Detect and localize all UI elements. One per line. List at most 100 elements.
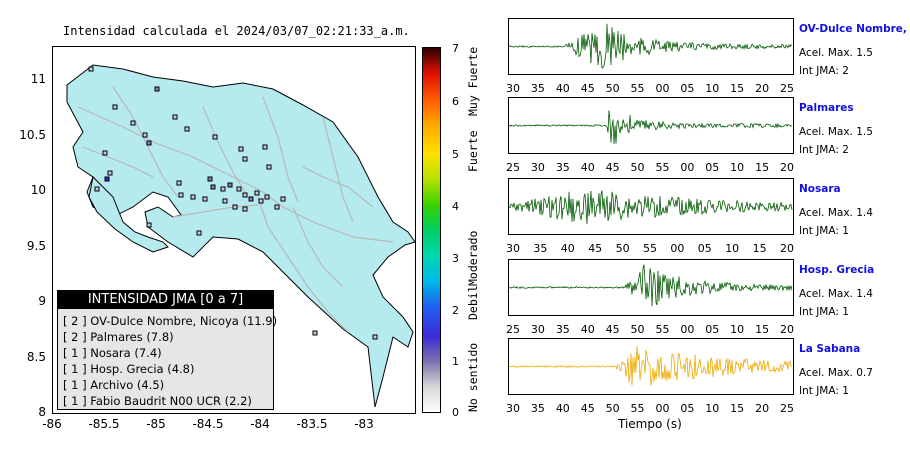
colorbar-tick: 7: [452, 42, 459, 55]
colorbar-tick: 4: [452, 200, 459, 213]
waveform-panel[interactable]: [508, 338, 794, 395]
time-tick: 35: [555, 323, 570, 336]
colorbar-tick: 3: [452, 252, 459, 265]
time-tick: 35: [530, 402, 545, 415]
jma-intensity: Int JMA: 1: [799, 385, 849, 397]
time-tick: 40: [555, 82, 570, 95]
legend-item: [ 1 ] Fabio Baudrit N00 UCR (2.2): [63, 394, 252, 408]
time-tick: 00: [680, 323, 695, 336]
time-tick: 55: [630, 402, 645, 415]
time-tick: 05: [680, 82, 695, 95]
time-tick: 15: [730, 82, 745, 95]
waveform-panel[interactable]: [508, 18, 794, 75]
time-tick: 25: [780, 82, 794, 95]
y-tick: 10: [30, 183, 46, 197]
time-tick: 25: [506, 323, 520, 336]
y-tick: 8: [38, 405, 46, 419]
time-tick: 45: [580, 82, 595, 95]
station-name: Nosara: [799, 183, 841, 195]
time-tick: 05: [705, 161, 720, 174]
legend-item: [ 1 ] Nosara (7.4): [63, 346, 162, 360]
waveform-signal: [509, 346, 792, 386]
time-tick: 30: [506, 242, 520, 255]
waveform-signal: [509, 264, 793, 307]
waveform-trace: [509, 264, 793, 307]
waveform-signal: [509, 23, 793, 69]
time-tick: 15: [755, 161, 770, 174]
time-tick: 00: [670, 242, 685, 255]
waveform-trace: [509, 110, 793, 145]
time-tick: 50: [615, 242, 630, 255]
colorbar-category: Muy Fuerte: [466, 46, 480, 116]
time-tick: 45: [605, 161, 620, 174]
time-tick: 20: [780, 242, 794, 255]
max-acceleration: Acel. Max. 1.4: [799, 288, 873, 300]
waveform-panel[interactable]: [508, 97, 794, 154]
time-tick: 30: [530, 161, 545, 174]
x-tick: -84: [250, 417, 270, 431]
waveform-trace: [509, 346, 792, 386]
y-tick: 11: [30, 72, 46, 86]
legend-title: INTENSIDAD JMA [0 a 7]: [58, 291, 273, 309]
nicoya-peninsula: [88, 175, 169, 253]
station-markers: [88, 66, 378, 340]
time-tick: 10: [705, 402, 720, 415]
time-tick: 45: [605, 323, 620, 336]
time-tick: 05: [680, 402, 695, 415]
time-tick: 00: [655, 82, 670, 95]
time-tick: 05: [705, 323, 720, 336]
y-tick: 10.5: [19, 128, 46, 142]
time-tick: 35: [533, 242, 548, 255]
time-tick: 55: [643, 242, 657, 255]
time-tick: 20: [755, 402, 770, 415]
time-tick: 10: [725, 242, 740, 255]
waveform-panel[interactable]: [508, 259, 794, 316]
colorbar-tick: 5: [452, 148, 459, 161]
time-tick: 35: [530, 82, 545, 95]
time-tick: 30: [506, 82, 520, 95]
station-name: Hosp. Grecia: [799, 264, 875, 276]
time-tick: 25: [780, 402, 794, 415]
colorbar-category: Debil: [466, 285, 480, 320]
max-acceleration: Acel. Max. 1.5: [799, 126, 873, 138]
max-acceleration: Acel. Max. 1.4: [799, 207, 873, 219]
page-title: Intensidad calculada el 2024/03/07_02:21…: [63, 24, 410, 38]
time-tick: 00: [680, 161, 695, 174]
time-tick: 15: [752, 242, 767, 255]
legend-item: [ 2 ] OV-Dulce Nombre, Nicoya (11.9): [63, 314, 278, 328]
colorbar-tick: 1: [452, 355, 459, 368]
y-tick: 9: [38, 294, 46, 308]
time-tick: 35: [555, 161, 570, 174]
intensity-legend: INTENSIDAD JMA [0 a 7] [ 2 ] OV-Dulce No…: [57, 290, 278, 410]
station-name: La Sabana: [799, 343, 861, 355]
intensity-colorbar: [422, 47, 441, 413]
jma-intensity: Int JMA: 2: [799, 65, 849, 77]
road-network: [77, 86, 394, 333]
time-tick: 50: [605, 82, 620, 95]
waveform-signal: [509, 190, 793, 225]
waveform-signal: [509, 110, 793, 145]
map-svg: [66, 64, 415, 408]
time-tick: 40: [555, 402, 570, 415]
time-tick: 05: [697, 242, 712, 255]
time-tick: 40: [580, 323, 595, 336]
x-tick: -84.5: [192, 417, 224, 431]
time-tick: 55: [655, 161, 670, 174]
waveform-trace: [509, 23, 793, 69]
waveform-panel[interactable]: [508, 178, 794, 235]
x-tick: -83.5: [296, 417, 328, 431]
colorbar-category: Moderado: [466, 230, 480, 286]
time-tick: 45: [588, 242, 603, 255]
time-tick: 40: [560, 242, 575, 255]
time-tick: 55: [655, 323, 670, 336]
colorbar-tick: 0: [452, 406, 459, 419]
waveform-trace: [509, 190, 793, 225]
x-tick: -83: [354, 417, 374, 431]
colorbar-tick: 6: [452, 95, 459, 108]
x-tick: -85.5: [88, 417, 120, 431]
jma-intensity: Int JMA: 1: [799, 306, 849, 318]
legend-item: [ 2 ] Palmares (7.8): [63, 330, 174, 344]
max-acceleration: Acel. Max. 1.5: [799, 47, 873, 59]
legend-item: [ 1 ] Hosp. Grecia (4.8): [63, 362, 195, 376]
time-tick: 50: [605, 402, 620, 415]
